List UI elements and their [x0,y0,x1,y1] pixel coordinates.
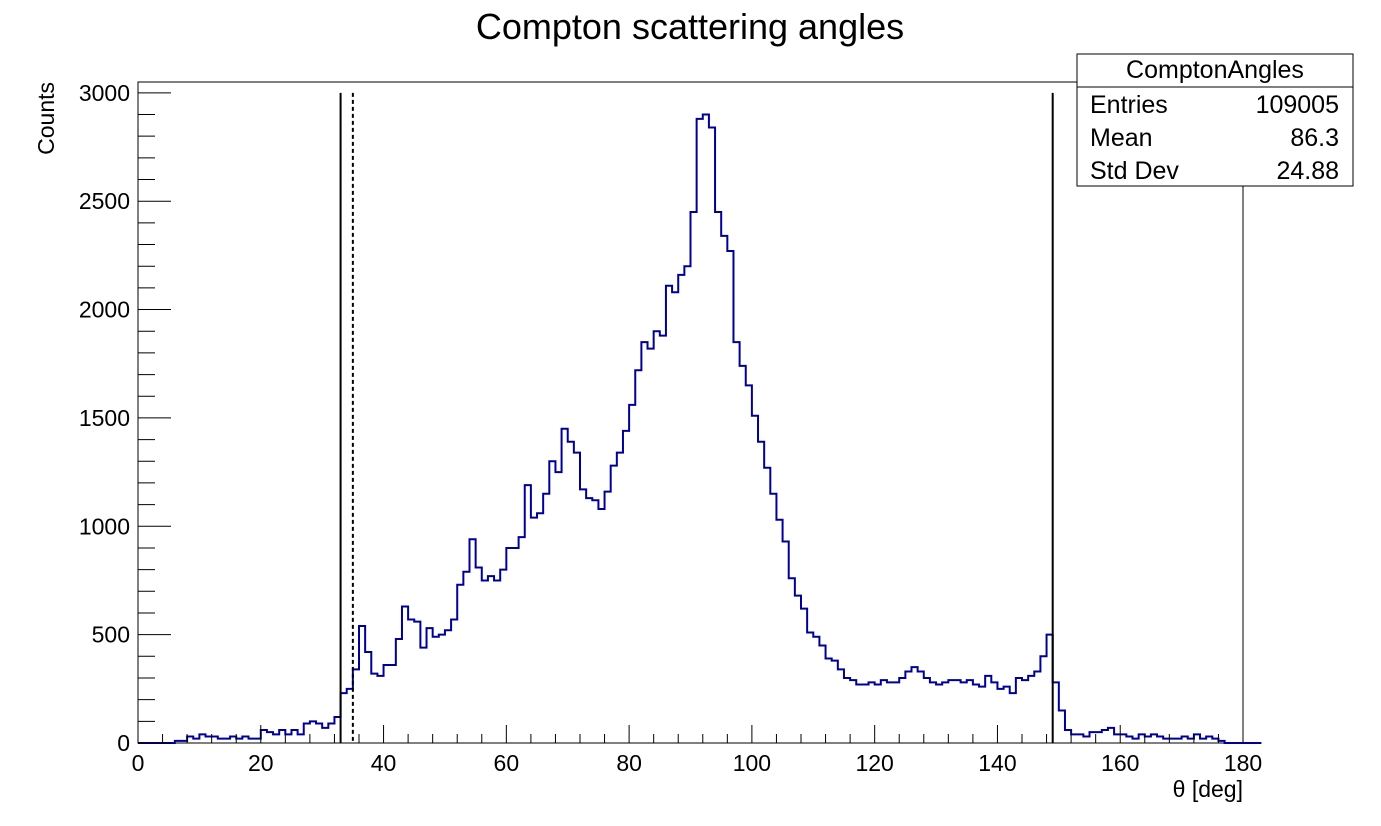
y-tick-label: 500 [92,622,130,648]
stats-entries-label: Entries [1090,91,1168,119]
y-tick-label: 2000 [79,297,130,323]
stats-entries-value: 109005 [1256,91,1339,119]
x-axis-label: θ [deg] [1173,776,1243,802]
stats-mean-label: Mean [1090,124,1153,152]
stats-box-frame [1076,53,1354,187]
y-tick-label: 3000 [79,80,130,106]
plot-area-border [137,81,1244,744]
chart-title: Compton scattering angles [476,6,904,47]
plot-frame [137,81,1244,744]
vertical-markers [339,92,1054,743]
histogram-series [138,113,1262,744]
stats-stddev-value: 24.88 [1276,157,1339,185]
x-axis: 0 20 40 60 80 100 120 140 160 180 [132,725,1262,776]
x-tick-label: 180 [1224,750,1262,776]
y-tick-label: 2500 [79,188,130,214]
y-axis: 0 500 1000 1500 2000 2500 3000 [79,80,171,756]
x-tick-label: 0 [132,750,145,776]
x-tick-label: 100 [733,750,771,776]
x-tick-label: 140 [978,750,1016,776]
x-tick-label: 160 [1101,750,1139,776]
y-tick-label: 1500 [79,405,130,431]
y-axis-label: Counts [33,82,59,155]
x-tick-label: 20 [248,750,274,776]
y-tick-label: 1000 [79,513,130,539]
y-tick-label: 0 [117,730,130,756]
x-tick-label: 60 [494,750,520,776]
stats-box-title: ComptonAngles [1126,56,1304,84]
stats-box: ComptonAngles Entries 109005 Mean 86.3 S… [1076,53,1354,187]
stats-stddev-label: Std Dev [1090,157,1179,185]
histogram-line [138,113,1262,744]
x-tick-label: 120 [855,750,893,776]
x-tick-label: 40 [371,750,397,776]
stats-mean-value: 86.3 [1290,124,1339,152]
x-tick-label: 80 [616,750,642,776]
